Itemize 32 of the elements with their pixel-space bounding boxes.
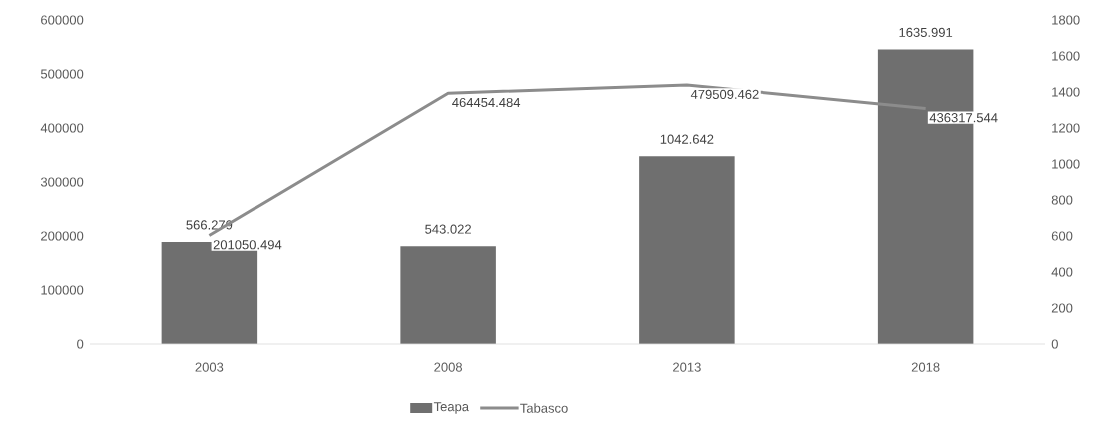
y2-tick-label: 1000 (1052, 159, 1080, 169)
x-tick-label: 2003 (195, 362, 224, 372)
y2-tick-label: 1200 (1052, 123, 1080, 133)
y2-tick-label: 1400 (1052, 87, 1080, 97)
y2-tick-label: 200 (1051, 303, 1073, 313)
y2-tick-label: 400 (1051, 267, 1073, 277)
x-tick-label: 2008 (434, 362, 463, 372)
y-tick-label: 0 (77, 339, 84, 349)
legend-label: Tabasco (520, 403, 568, 413)
data-label: 1635.991 (899, 27, 953, 37)
data-label: 201050.494 (213, 240, 282, 250)
y-tick-label: 200000 (41, 231, 84, 241)
y-tick-label: 100000 (41, 285, 84, 295)
y2-tick-label: 600 (1051, 231, 1073, 241)
y2-tick-label: 0 (1051, 339, 1058, 349)
bar (639, 156, 735, 344)
y2-tick-label: 1600 (1052, 51, 1080, 61)
y-tick-label: 400000 (40, 123, 84, 133)
data-label: 436317.544 (929, 113, 998, 123)
x-tick-label: 2013 (673, 362, 701, 372)
x-tick-label: 2018 (911, 362, 940, 372)
y-tick-label: 500000 (40, 69, 84, 79)
data-label: 479509.462 (690, 89, 759, 99)
y-tick-label: 300000 (40, 177, 84, 187)
data-label: 543.022 (425, 224, 471, 234)
data-label: 464454.484 (452, 97, 521, 108)
y2-tick-label: 1800 (1052, 15, 1080, 25)
y-tick-label: 600000 (41, 15, 84, 25)
y2-tick-label: 800 (1051, 195, 1073, 205)
bar (400, 246, 496, 344)
data-label: 1042.642 (660, 134, 714, 144)
legend-label: Teapa (433, 402, 470, 414)
